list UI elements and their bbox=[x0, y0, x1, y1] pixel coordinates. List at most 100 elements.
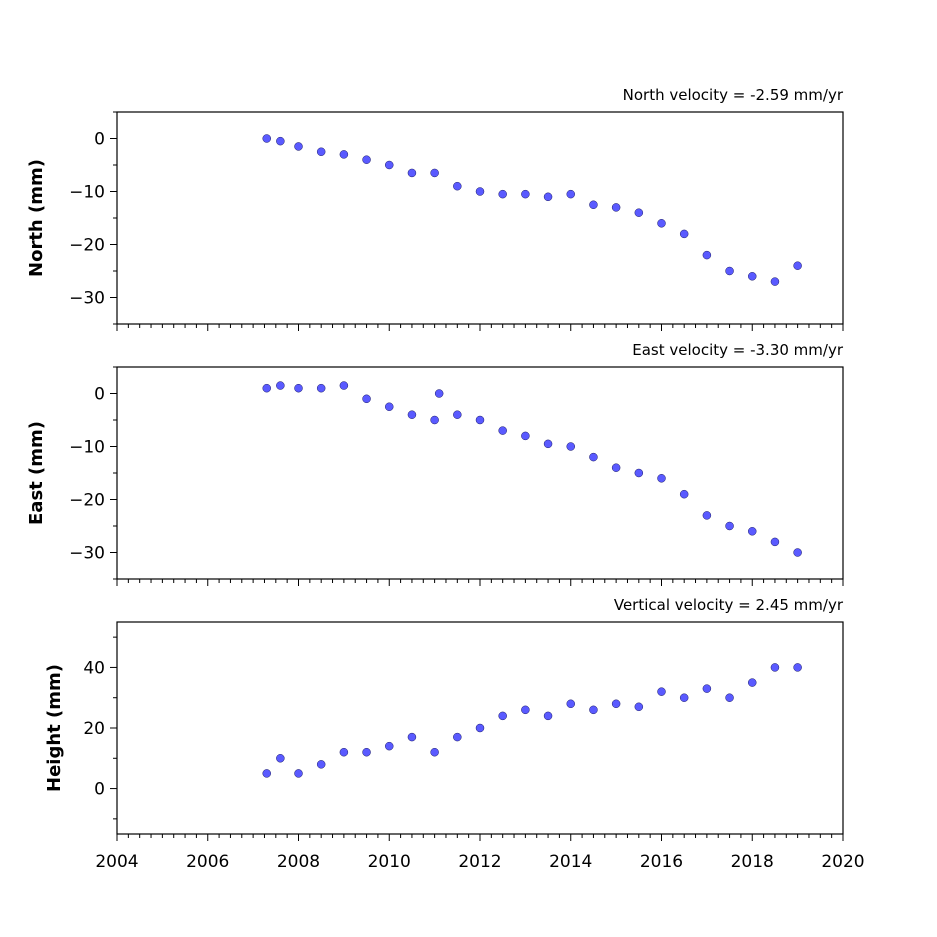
height-data-point bbox=[339, 747, 349, 757]
north-data-point bbox=[770, 277, 780, 286]
east-data-point bbox=[362, 394, 371, 404]
north-y-tick-label: 0 bbox=[94, 130, 105, 150]
height-data-point bbox=[276, 754, 285, 763]
north-data-point bbox=[453, 181, 462, 191]
north-data-point bbox=[566, 189, 575, 199]
east-data-point bbox=[589, 452, 598, 462]
north-data-point bbox=[294, 142, 303, 151]
east-data-point bbox=[407, 410, 417, 419]
north-data-point bbox=[702, 250, 712, 260]
east-data-point bbox=[634, 468, 644, 478]
height-data-point bbox=[453, 732, 462, 742]
north-data-point bbox=[262, 134, 271, 143]
north-data-point bbox=[589, 200, 598, 209]
north-data-point bbox=[385, 160, 394, 170]
height-data-point bbox=[294, 769, 303, 778]
height-x-tick-label: 2004 bbox=[95, 852, 138, 872]
east-data-point bbox=[611, 463, 621, 472]
north-ylabel: North (mm) bbox=[26, 159, 47, 277]
east-y-tick-label: −20 bbox=[69, 491, 105, 511]
height-data-point bbox=[362, 747, 371, 757]
height-data-point bbox=[316, 760, 326, 769]
north-axes-frame bbox=[116, 111, 844, 325]
east-ylabel: East (mm) bbox=[26, 421, 47, 525]
east-title: East velocity = -3.30 mm/yr bbox=[632, 341, 844, 359]
east-data-point bbox=[294, 383, 303, 393]
east-data-point bbox=[434, 389, 444, 398]
east-data-point bbox=[430, 415, 439, 425]
north-data-point bbox=[339, 150, 349, 159]
north-data-point bbox=[521, 189, 530, 199]
north-title: North velocity = -2.59 mm/yr bbox=[623, 86, 844, 104]
panel-height: Vertical velocity = 2.45 mm/yr Height (m… bbox=[44, 596, 865, 872]
height-data-point bbox=[498, 711, 507, 721]
height-data-point bbox=[679, 693, 689, 702]
north-data-point bbox=[725, 266, 734, 276]
height-y-tick-label: 40 bbox=[83, 658, 105, 678]
height-x-tick-label: 2020 bbox=[821, 852, 864, 872]
height-data-point bbox=[657, 687, 666, 696]
east-data-point bbox=[543, 439, 553, 449]
east-data-point bbox=[793, 548, 802, 557]
height-data-point bbox=[262, 769, 271, 778]
north-data-point bbox=[679, 229, 689, 239]
height-data-point bbox=[407, 732, 417, 742]
height-data-point bbox=[770, 663, 780, 672]
east-data-point bbox=[276, 381, 285, 390]
height-data-point bbox=[543, 711, 553, 721]
east-data-point bbox=[316, 383, 326, 393]
east-data-point bbox=[521, 431, 530, 441]
north-y-tick-label: −30 bbox=[69, 289, 105, 309]
panel-east: East velocity = -3.30 mm/yr East (mm) 0 −… bbox=[26, 341, 844, 586]
height-ylabel: Height (mm) bbox=[44, 664, 65, 792]
east-data-point bbox=[702, 511, 712, 520]
east-data-point bbox=[453, 410, 462, 419]
height-x-tick-label: 2010 bbox=[368, 852, 411, 872]
east-y-tick-label: −30 bbox=[69, 544, 105, 564]
north-data-point bbox=[316, 147, 326, 156]
north-data-point bbox=[611, 203, 621, 212]
height-y-tick-label: 0 bbox=[94, 780, 105, 800]
east-data-point bbox=[566, 442, 575, 451]
height-x-tick-label: 2008 bbox=[277, 852, 320, 872]
east-data-point bbox=[679, 489, 689, 499]
north-data-point bbox=[407, 168, 417, 178]
height-data-point bbox=[634, 702, 644, 712]
height-data-point bbox=[521, 705, 530, 715]
north-data-point bbox=[657, 219, 666, 228]
east-series bbox=[262, 381, 802, 557]
north-y-tick-label: −20 bbox=[69, 236, 105, 256]
height-data-point bbox=[611, 699, 621, 709]
east-y-tick-label: 0 bbox=[94, 385, 105, 405]
north-data-point bbox=[634, 208, 644, 217]
height-data-point bbox=[589, 705, 598, 715]
height-data-point bbox=[793, 663, 802, 672]
east-data-point bbox=[475, 415, 485, 425]
height-data-point bbox=[385, 741, 394, 751]
height-data-point bbox=[475, 723, 485, 733]
height-x-tick-label: 2006 bbox=[186, 852, 229, 872]
height-x-tick-label: 2018 bbox=[731, 852, 774, 872]
height-data-point bbox=[566, 699, 575, 709]
east-data-point bbox=[770, 537, 780, 547]
east-data-point bbox=[262, 383, 271, 393]
north-data-point bbox=[475, 187, 485, 196]
north-data-point bbox=[543, 192, 553, 202]
north-data-point bbox=[748, 272, 757, 281]
east-data-point bbox=[339, 381, 349, 390]
height-title: Vertical velocity = 2.45 mm/yr bbox=[614, 596, 844, 614]
height-data-point bbox=[702, 684, 712, 693]
north-y-tick-label: −10 bbox=[69, 183, 105, 203]
north-data-point bbox=[276, 136, 285, 146]
height-axes-frame bbox=[116, 621, 844, 835]
height-data-point bbox=[748, 678, 757, 687]
east-data-point bbox=[725, 521, 734, 531]
height-plot: 2004 2006 2008 2010 2012 2014 2016 2018 2020 0 20 4… bbox=[83, 636, 865, 872]
height-y-tick-label: 20 bbox=[83, 719, 105, 739]
north-plot: 0 −10 −20 −30 bbox=[69, 111, 844, 331]
east-axes-frame bbox=[116, 366, 844, 580]
height-x-tick-label: 2012 bbox=[458, 852, 501, 872]
east-data-point bbox=[657, 474, 666, 483]
north-series bbox=[262, 134, 802, 286]
